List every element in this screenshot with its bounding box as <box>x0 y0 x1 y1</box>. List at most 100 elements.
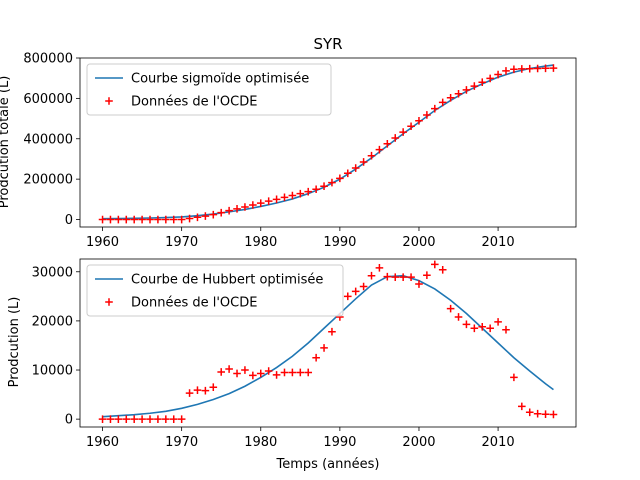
y-tick-label: 400000 <box>23 132 73 147</box>
data-point-marker <box>351 164 360 172</box>
data-point-marker <box>533 64 542 73</box>
top-plot-area: 1960 1970 1980 1990 2000 2010 0 200000 400000 600… <box>23 52 577 250</box>
data-point-marker <box>169 415 178 423</box>
data-point-marker <box>130 415 138 423</box>
data-point-marker <box>241 203 249 211</box>
data-point-marker <box>209 383 218 392</box>
x-tick-label: 2000 <box>402 235 435 250</box>
data-point-marker <box>241 366 249 374</box>
x-tick-label: 2010 <box>482 235 515 250</box>
data-point-marker <box>193 213 202 222</box>
data-point-marker <box>169 215 178 224</box>
data-point-marker <box>122 215 131 224</box>
data-point-marker <box>541 410 550 419</box>
data-point-marker <box>359 282 368 291</box>
data-point-marker <box>130 215 138 224</box>
data-point-marker <box>201 212 210 220</box>
data-point-marker <box>502 325 510 334</box>
data-point-marker <box>430 260 439 269</box>
data-point-marker <box>328 178 336 187</box>
data-point-marker <box>478 322 487 331</box>
data-point-marker <box>359 158 368 166</box>
data-point-marker <box>280 193 289 202</box>
data-point-marker <box>494 70 502 79</box>
y-axis-label: Prodcution (L) <box>7 297 22 388</box>
data-point-marker <box>296 189 305 198</box>
data-point-marker <box>549 64 558 72</box>
y-tick-label: 20000 <box>32 314 73 329</box>
data-point-marker <box>233 369 241 378</box>
data-point-marker <box>225 206 233 215</box>
data-point-marker <box>162 415 170 423</box>
data-point-marker <box>296 368 305 377</box>
data-point-marker <box>446 304 455 313</box>
data-point-marker <box>430 104 439 113</box>
data-point-marker <box>304 187 313 196</box>
data-point-marker <box>177 415 186 423</box>
data-point-marker <box>423 271 431 280</box>
data-point-marker <box>510 373 518 382</box>
data-point-marker <box>138 415 146 423</box>
y-tick-label: 200000 <box>23 173 73 188</box>
data-point-marker <box>217 208 226 217</box>
data-point-marker <box>343 292 352 301</box>
data-point-marker <box>256 369 265 378</box>
data-point-marker <box>122 415 131 423</box>
data-point-marker <box>146 415 154 423</box>
data-point-marker <box>518 402 526 411</box>
legend-marker-swatch <box>105 298 113 306</box>
data-point-marker <box>541 64 550 73</box>
data-point-marker <box>320 182 328 191</box>
data-point-marker <box>367 271 376 280</box>
data-point-marker <box>438 98 447 107</box>
data-point-marker <box>478 78 487 87</box>
data-point-marker <box>462 86 471 94</box>
data-point-marker <box>320 344 328 352</box>
data-point-marker <box>209 210 218 219</box>
legend-marker-swatch <box>105 97 113 105</box>
data-point-marker <box>446 93 455 102</box>
data-point-marker <box>423 111 431 119</box>
data-point-marker <box>462 320 471 329</box>
data-point-marker <box>256 199 265 207</box>
data-point-marker <box>486 74 494 83</box>
data-point-marker <box>375 264 384 272</box>
data-point-marker <box>375 145 384 154</box>
data-point-marker <box>272 371 281 379</box>
data-point-marker <box>312 353 320 362</box>
data-point-marker <box>154 215 162 224</box>
y-tick-label: 10000 <box>32 364 73 379</box>
data-point-marker <box>177 215 186 224</box>
data-point-marker <box>233 205 241 213</box>
x-tick-label: 1980 <box>244 235 277 250</box>
data-point-marker <box>486 324 494 333</box>
data-point-marker <box>264 197 273 205</box>
legend-label: Données de l'OCDE <box>131 95 257 110</box>
y-axis-label: Prodcution totale (L) <box>0 76 12 209</box>
data-point-marker <box>407 273 415 281</box>
x-tick-label: 1960 <box>86 235 119 250</box>
data-point-marker <box>415 280 423 288</box>
data-point-marker <box>304 368 313 377</box>
x-tick-label: 1990 <box>323 235 356 250</box>
series-line <box>102 274 554 418</box>
data-point-marker <box>383 140 392 148</box>
data-point-marker <box>454 89 463 98</box>
legend-label: Courbe de Hubbert optimisée <box>131 273 323 288</box>
data-point-marker <box>525 408 534 417</box>
data-point-marker <box>525 64 534 73</box>
data-point-marker <box>288 368 297 377</box>
data-point-marker <box>494 318 502 326</box>
data-point-marker <box>185 214 194 223</box>
data-point-marker <box>328 327 336 336</box>
data-point-marker <box>185 389 194 397</box>
data-point-marker <box>399 273 407 281</box>
legend-box <box>86 63 332 116</box>
data-point-marker <box>470 324 479 333</box>
data-point-marker <box>106 215 115 224</box>
data-point-marker <box>399 128 407 136</box>
data-point-marker <box>454 313 463 321</box>
data-point-marker <box>272 195 281 204</box>
x-axis-label: Temps (années) <box>276 457 380 472</box>
